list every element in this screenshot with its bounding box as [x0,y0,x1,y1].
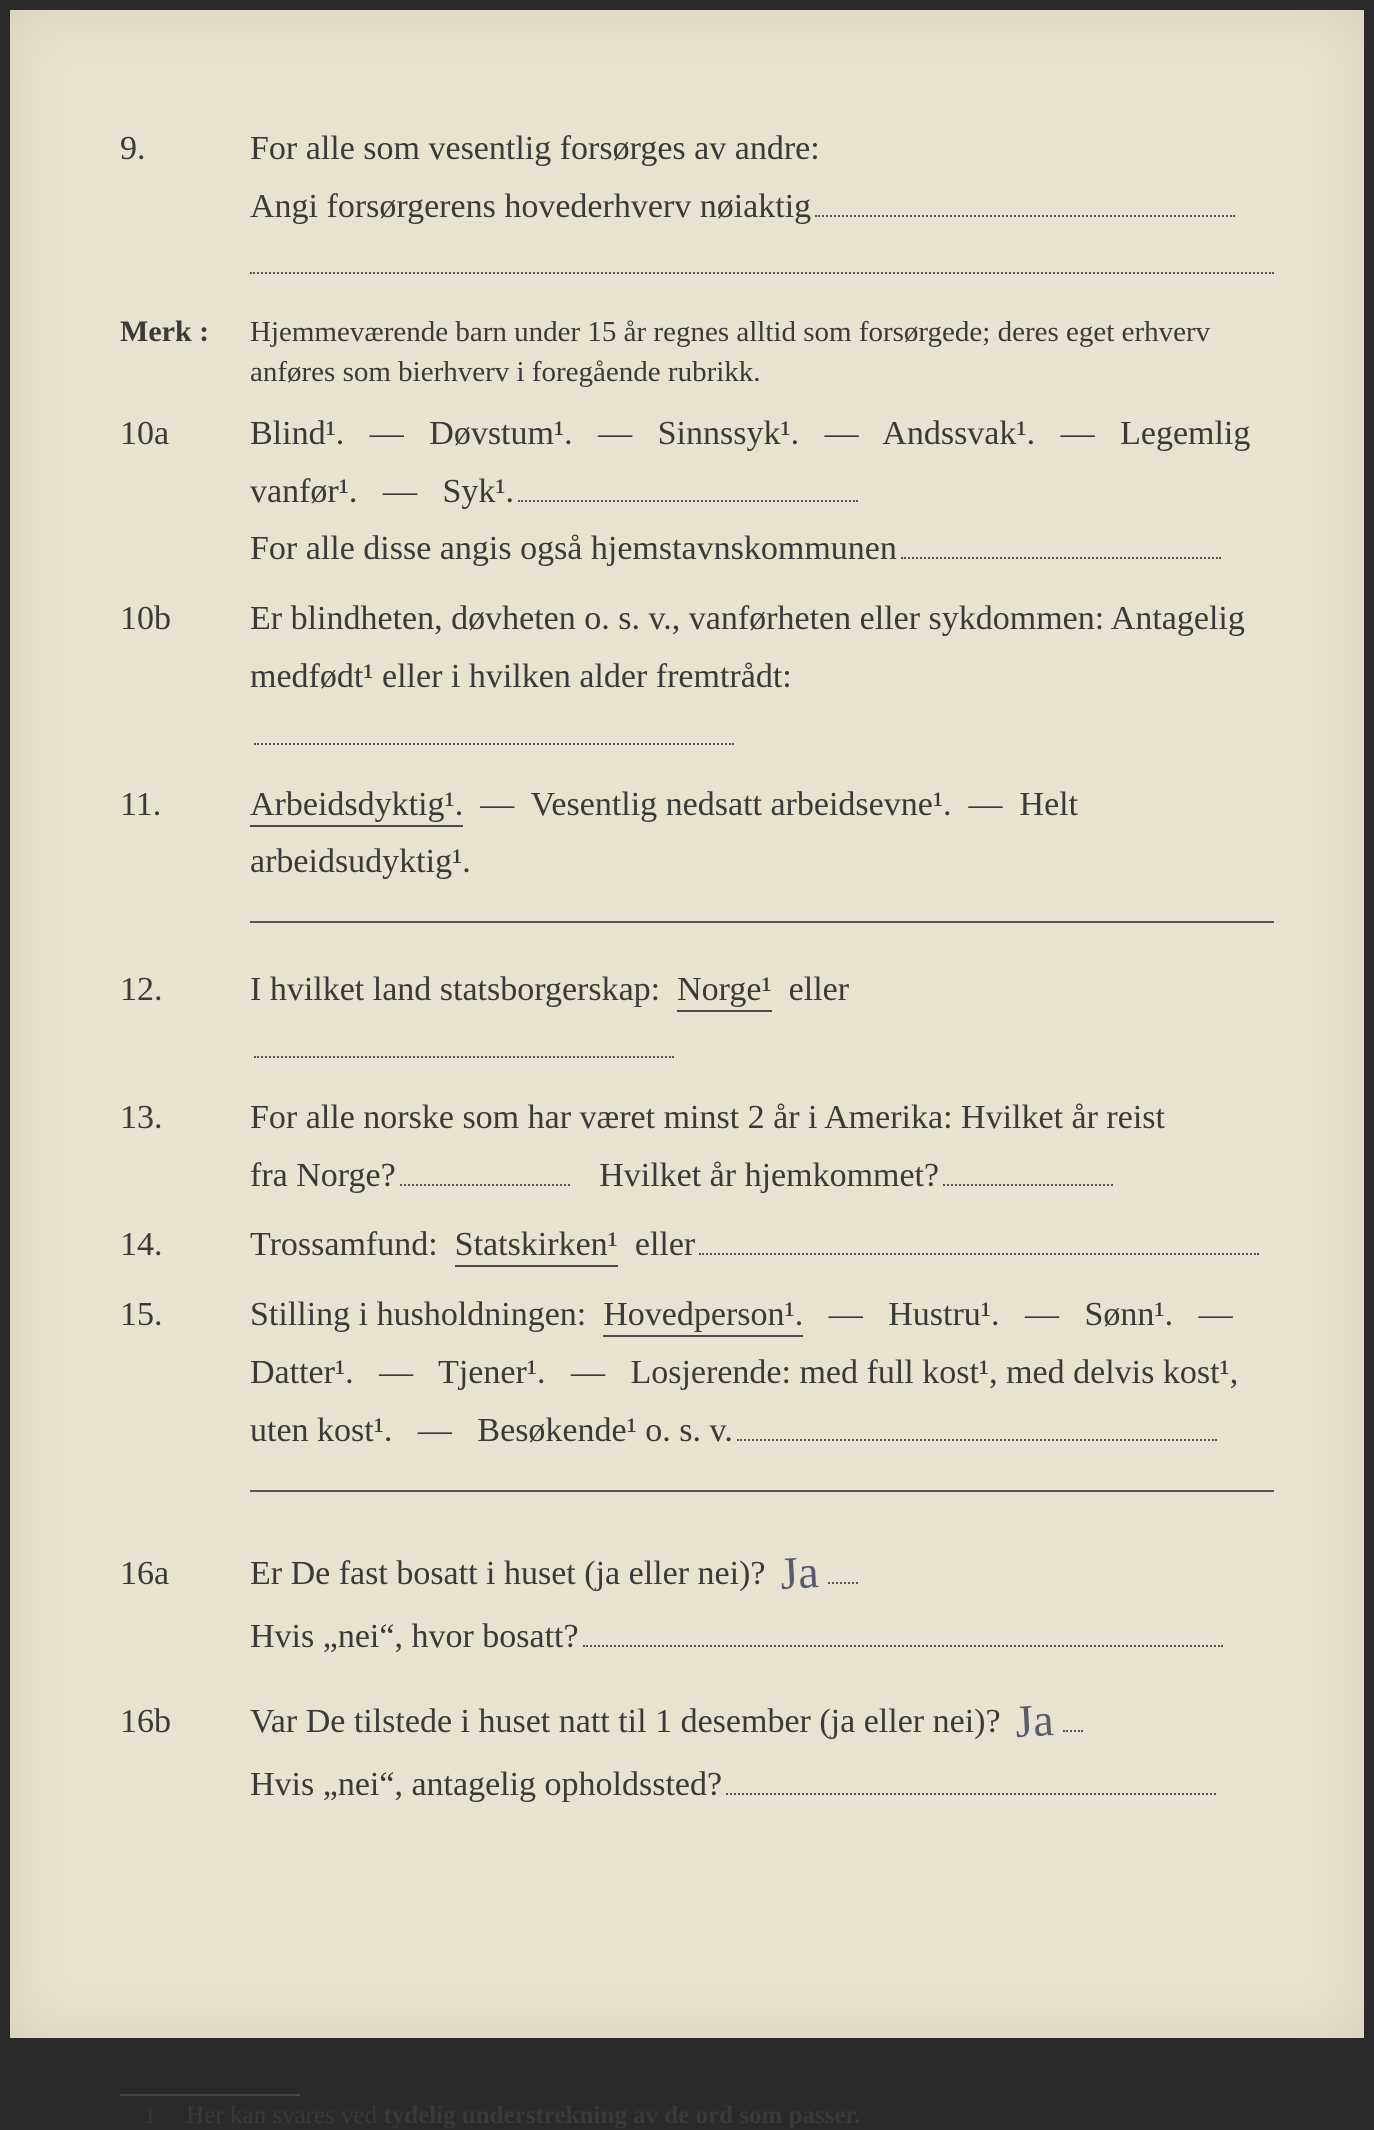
q10a-opt3: Sinnssyk¹. [658,415,800,452]
q11-opt1: Arbeidsdyktig¹. [250,786,463,827]
q11-num: 11. [120,786,250,824]
q13-line2a: fra Norge? [250,1157,396,1194]
q10a-line2b: Syk¹. [442,473,514,510]
q13-line1: For alle norske som har været minst 2 år… [250,1099,1165,1136]
footnote-num: 1 [120,2103,180,2129]
census-form-page: 9. For alle som vesentlig forsørges av a… [10,10,1364,2038]
q14-pre: Trossamfund: [250,1226,438,1263]
q10a-opt1: Blind¹. [250,415,344,452]
q16b-line2: Hvis „nei“, antagelig opholdssted? [250,1766,722,1803]
q14-opt: Statskirken¹ [455,1226,618,1267]
q10a-line3: For alle disse angis også hjemstavnskomm… [250,530,897,567]
merk-text: Hjemmeværende barn under 15 år regnes al… [250,312,1274,393]
q14-num: 14. [120,1226,250,1264]
q10b-body: Er blindheten, døvheten o. s. v., vanfør… [250,590,1274,763]
q15-line3a: uten kost¹. [250,1412,392,1449]
q10a: 10a Blind¹. — Døvstum¹. — Sinnssyk¹. — A… [120,405,1274,578]
q12-pre: I hvilket land statsborgerskap: [250,971,660,1008]
q12-opt: Norge¹ [677,971,772,1012]
q13: 13. For alle norske som har været minst … [120,1089,1274,1205]
q10b: 10b Er blindheten, døvheten o. s. v., va… [120,590,1274,763]
q14-body: Trossamfund: Statskirken¹ eller [250,1216,1274,1274]
q15-line2post: Losjerende: med full kost¹, med delvis k… [630,1354,1238,1391]
merk-label: Merk : [120,315,250,349]
q15-pre: Stilling i husholdningen: [250,1296,586,1333]
q16a-body: Er De fast bosatt i huset (ja eller nei)… [250,1530,1274,1666]
footnote-rule [120,2094,300,2096]
q9-body: For alle som vesentlig forsørges av andr… [250,120,1274,300]
q14-post: eller [635,1226,695,1263]
q10a-opt4: Andssvak¹. [882,415,1035,452]
q12-body: I hvilket land statsborgerskap: Norge¹ e… [250,961,1274,1077]
q10b-num: 10b [120,600,250,638]
q11: 11. Arbeidsdyktig¹. — Vesentlig nedsatt … [120,776,1274,950]
q15-body: Stilling i husholdningen: Hovedperson¹. … [250,1286,1274,1517]
q13-num: 13. [120,1099,250,1137]
q11-opt2: Vesentlig nedsatt arbeidsevne¹. [531,786,952,823]
q10a-opt2: Døvstum¹. [429,415,572,452]
q9-num: 9. [120,130,250,168]
q16b-body: Var De tilstede i huset natt til 1 desem… [250,1678,1274,1814]
q12: 12. I hvilket land statsborgerskap: Norg… [120,961,1274,1077]
q9: 9. For alle som vesentlig forsørges av a… [120,120,1274,300]
q16b-line1: Var De tilstede i huset natt til 1 desem… [250,1703,1001,1740]
q15-opt4: Datter¹. [250,1354,354,1391]
q15-num: 15. [120,1296,250,1334]
q15-line3b: Besøkende¹ o. s. v. [477,1412,732,1449]
merk-note: Merk : Hjemmeværende barn under 15 år re… [120,312,1274,393]
q16a-num: 16a [120,1555,250,1593]
q16b: 16b Var De tilstede i huset natt til 1 d… [120,1678,1274,1814]
q16a-line1: Er De fast bosatt i huset (ja eller nei)… [250,1555,765,1592]
q10a-body: Blind¹. — Døvstum¹. — Sinnssyk¹. — Andss… [250,405,1274,578]
q15-opt3: Sønn¹. [1084,1296,1173,1333]
q14: 14. Trossamfund: Statskirken¹ eller [120,1216,1274,1274]
q12-post: eller [789,971,849,1008]
q16a-answer: Ja [772,1532,826,1613]
footnote-bold: tydelig understrekning av de ord som pas… [383,2102,860,2129]
q11-body: Arbeidsdyktig¹. — Vesentlig nedsatt arbe… [250,776,1274,950]
q15-opt1: Hovedperson¹. [603,1296,803,1337]
q10b-line2: medfødt¹ eller i hvilken alder fremtrådt… [250,658,792,695]
q16b-answer: Ja [1007,1680,1061,1761]
q9-line1: For alle som vesentlig forsørges av andr… [250,130,820,167]
q10a-opt5: Legemlig [1120,415,1250,452]
q10b-line1: Er blindheten, døvheten o. s. v., vanfør… [250,600,1245,637]
q16b-num: 16b [120,1703,250,1741]
q15: 15. Stilling i husholdningen: Hovedperso… [120,1286,1274,1517]
footnote: 1 Her kan svares ved tydelig understrekn… [120,2102,1274,2130]
q15-opt2: Hustru¹. [888,1296,999,1333]
q10a-line2a: vanfør¹. [250,473,357,510]
q9-line2: Angi forsørgerens hovederhverv nøiaktig [250,188,811,225]
q12-num: 12. [120,971,250,1009]
footnote-pre: Her kan svares ved [186,2102,383,2129]
q16a: 16a Er De fast bosatt i huset (ja eller … [120,1530,1274,1666]
q13-body: For alle norske som har været minst 2 år… [250,1089,1274,1205]
q13-line2b: Hvilket år hjemkommet? [599,1157,939,1194]
q10a-num: 10a [120,415,250,453]
q16a-line2: Hvis „nei“, hvor bosatt? [250,1618,579,1655]
q15-opt5: Tjener¹. [438,1354,545,1391]
